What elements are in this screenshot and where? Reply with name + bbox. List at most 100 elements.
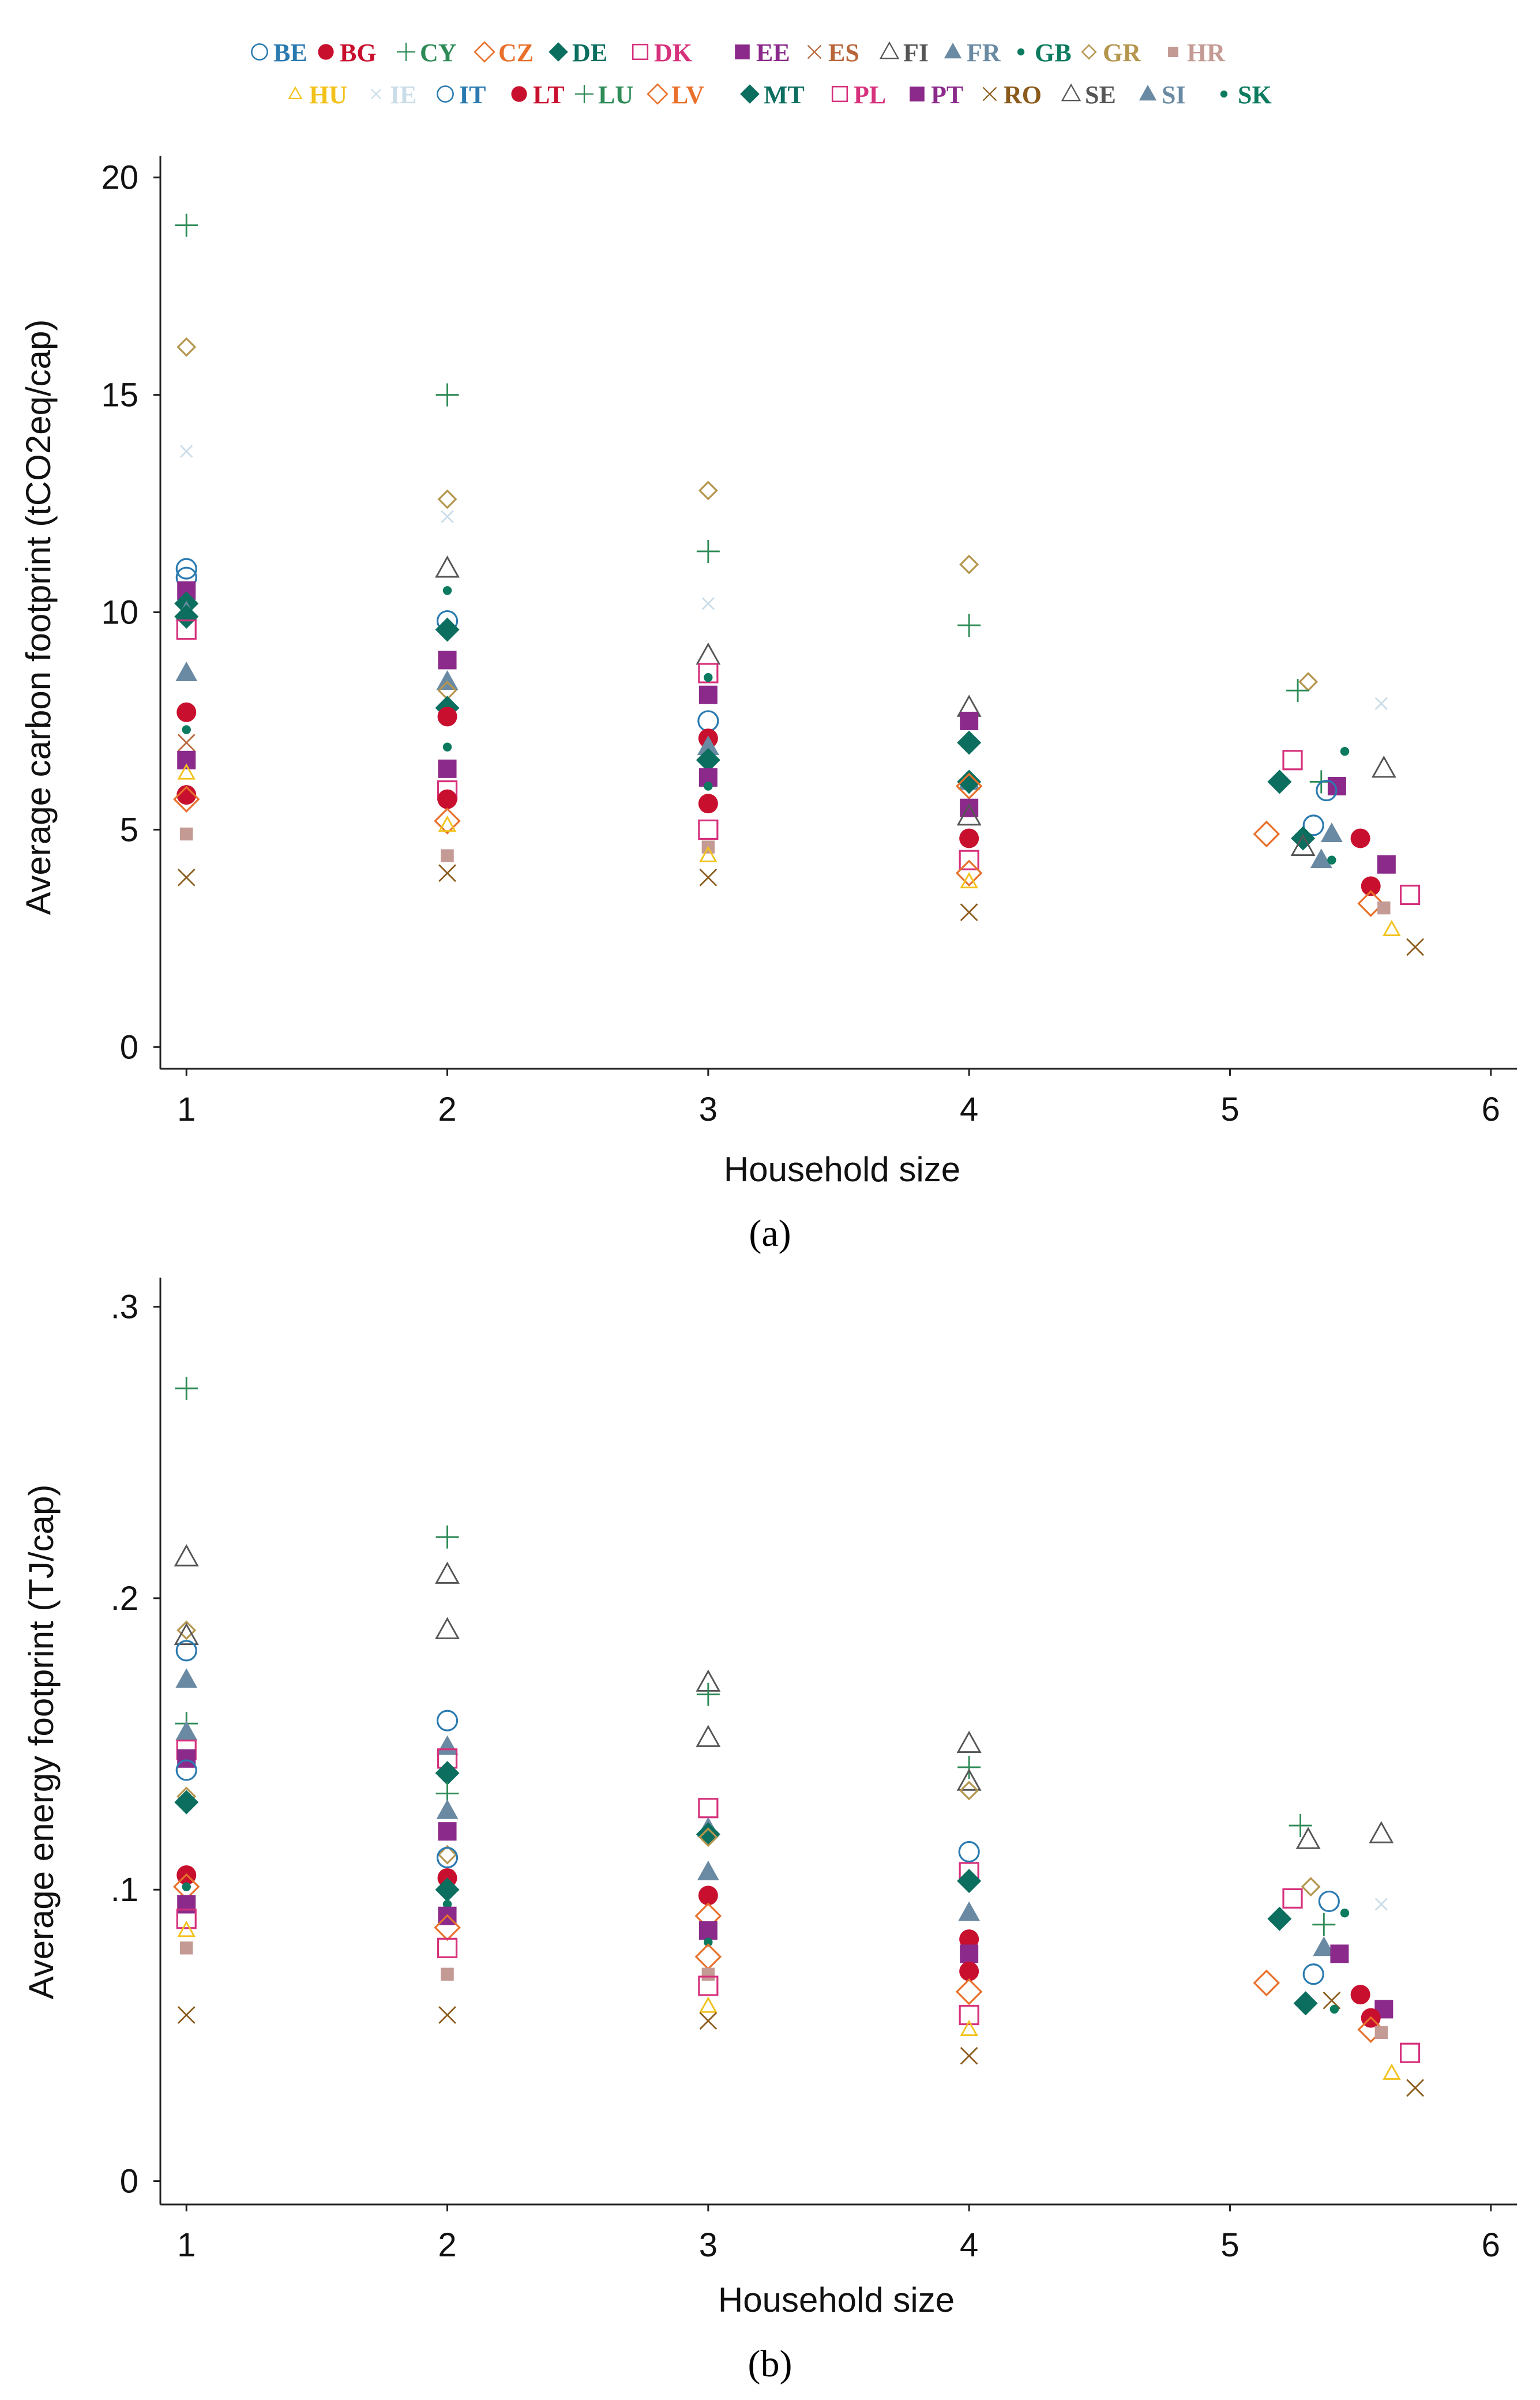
- legend-label-ee: EE: [756, 39, 790, 67]
- point-it: [436, 1710, 459, 1732]
- panel-b-ticks: 1 2 3 4 5 6 0 .1 .2 .3: [111, 1289, 1500, 2264]
- panel-a-y-axis-label: Average carbon footprint (tCO2eq/cap): [19, 320, 58, 915]
- point-hu: [699, 846, 718, 862]
- point-dk: [698, 1798, 719, 1819]
- point-bg: [698, 1886, 718, 1906]
- legend-marker-dk: [632, 43, 649, 61]
- point-dk: [176, 1909, 197, 1929]
- point-fi: [956, 803, 982, 826]
- point-hr: [1377, 901, 1391, 915]
- point-pl: [1282, 750, 1303, 771]
- point-mt: [696, 748, 720, 772]
- point-ie: [441, 510, 454, 523]
- point-hr: [1374, 2026, 1388, 2040]
- point-ro: [1406, 938, 1424, 956]
- point-mt: [957, 769, 982, 794]
- point-ro: [177, 868, 196, 887]
- panel-b-chart: 1 2 3 4 5 6 0 .1 .2 .3 Household size Average ene…: [22, 1278, 1517, 2319]
- point-pt: [1377, 855, 1396, 874]
- point-gr: [437, 489, 457, 509]
- legend-label-hr: HR: [1187, 39, 1226, 67]
- point-fr: [436, 1799, 459, 1819]
- point-dk: [698, 663, 719, 683]
- point-lt: [1361, 876, 1381, 896]
- point-lv: [955, 859, 983, 887]
- point-gb: [182, 725, 191, 734]
- point-bg: [1350, 1985, 1370, 2005]
- point-dk: [176, 619, 197, 640]
- point-lt: [698, 794, 718, 814]
- legend-label-mt: MT: [764, 81, 805, 109]
- point-gr: [437, 1845, 457, 1865]
- point-ee: [960, 1944, 979, 1963]
- point-ro: [1406, 2079, 1424, 2097]
- y-tick-label: 0: [120, 2163, 138, 2200]
- point-ro: [699, 868, 718, 887]
- panel-b-caption: (b): [748, 2343, 792, 2385]
- point-fi: [696, 642, 721, 665]
- x-tick-label: 3: [699, 2226, 718, 2264]
- point-fi: [435, 1561, 460, 1584]
- legend-marker-fi: [879, 41, 900, 59]
- x-tick-label: 4: [960, 2226, 978, 2264]
- point-gb: [704, 782, 713, 791]
- point-pt: [960, 711, 979, 730]
- x-tick-label: 2: [438, 1091, 456, 1128]
- point-gr: [959, 1781, 979, 1801]
- point-bg: [959, 1929, 979, 1950]
- point-fi: [956, 1768, 982, 1791]
- point-si: [175, 1668, 198, 1688]
- y-tick-label: 20: [101, 159, 138, 197]
- x-tick-label: 5: [1220, 1091, 1239, 1128]
- point-mt: [696, 1822, 720, 1847]
- x-tick-label: 4: [960, 1091, 978, 1128]
- legend-marker-it: [437, 85, 454, 103]
- point-pl: [959, 2004, 979, 2026]
- point-lv: [955, 1978, 983, 2005]
- point-gr: [1298, 672, 1319, 692]
- point-cz: [1357, 890, 1384, 917]
- legend-marker-hr: [1168, 47, 1178, 57]
- legend-label-lt: LT: [533, 81, 565, 109]
- point-fr: [958, 1901, 981, 1921]
- point-cz: [1253, 1969, 1280, 1997]
- point-fr: [175, 1721, 198, 1741]
- point-pl: [698, 819, 719, 840]
- point-it: [436, 1847, 459, 1869]
- point-hu: [1383, 2063, 1401, 2080]
- point-es: [177, 734, 196, 752]
- point-gb: [442, 742, 452, 752]
- legend-label-es: ES: [828, 39, 859, 67]
- point-sk: [442, 586, 452, 595]
- y-tick-label: 0: [120, 1028, 138, 1066]
- point-fi: [174, 1622, 199, 1646]
- legend-label-fi: FI: [903, 39, 929, 67]
- point-ee: [438, 651, 457, 670]
- legend-label-gb: GB: [1035, 39, 1072, 67]
- point-mt: [435, 1761, 460, 1786]
- point-pt: [1330, 1944, 1349, 1963]
- legend-label-ro: RO: [1004, 81, 1042, 109]
- point-bg: [176, 702, 197, 722]
- panel-a-points: [172, 213, 1424, 956]
- point-ro: [699, 2012, 718, 2030]
- point-fi: [435, 555, 460, 578]
- y-tick-label: 15: [101, 377, 138, 414]
- point-pl: [1282, 1888, 1303, 1909]
- point-hu: [1383, 919, 1401, 937]
- point-ie: [1374, 697, 1388, 710]
- point-si: [697, 1860, 719, 1880]
- legend-label-pt: PT: [931, 81, 963, 109]
- point-fr: [436, 1735, 459, 1755]
- point-fr: [175, 662, 198, 682]
- point-be: [175, 1640, 197, 1662]
- point-hu: [699, 1996, 718, 2013]
- point-ie: [180, 445, 193, 458]
- legend-marker-lv: [647, 83, 668, 105]
- point-it: [1318, 1890, 1340, 1913]
- x-tick-label: 1: [177, 2226, 196, 2264]
- legend-marker-lt: [511, 86, 527, 102]
- point-gb: [704, 1937, 713, 1947]
- legend-label-it: IT: [459, 81, 486, 109]
- point-ro: [960, 2046, 978, 2065]
